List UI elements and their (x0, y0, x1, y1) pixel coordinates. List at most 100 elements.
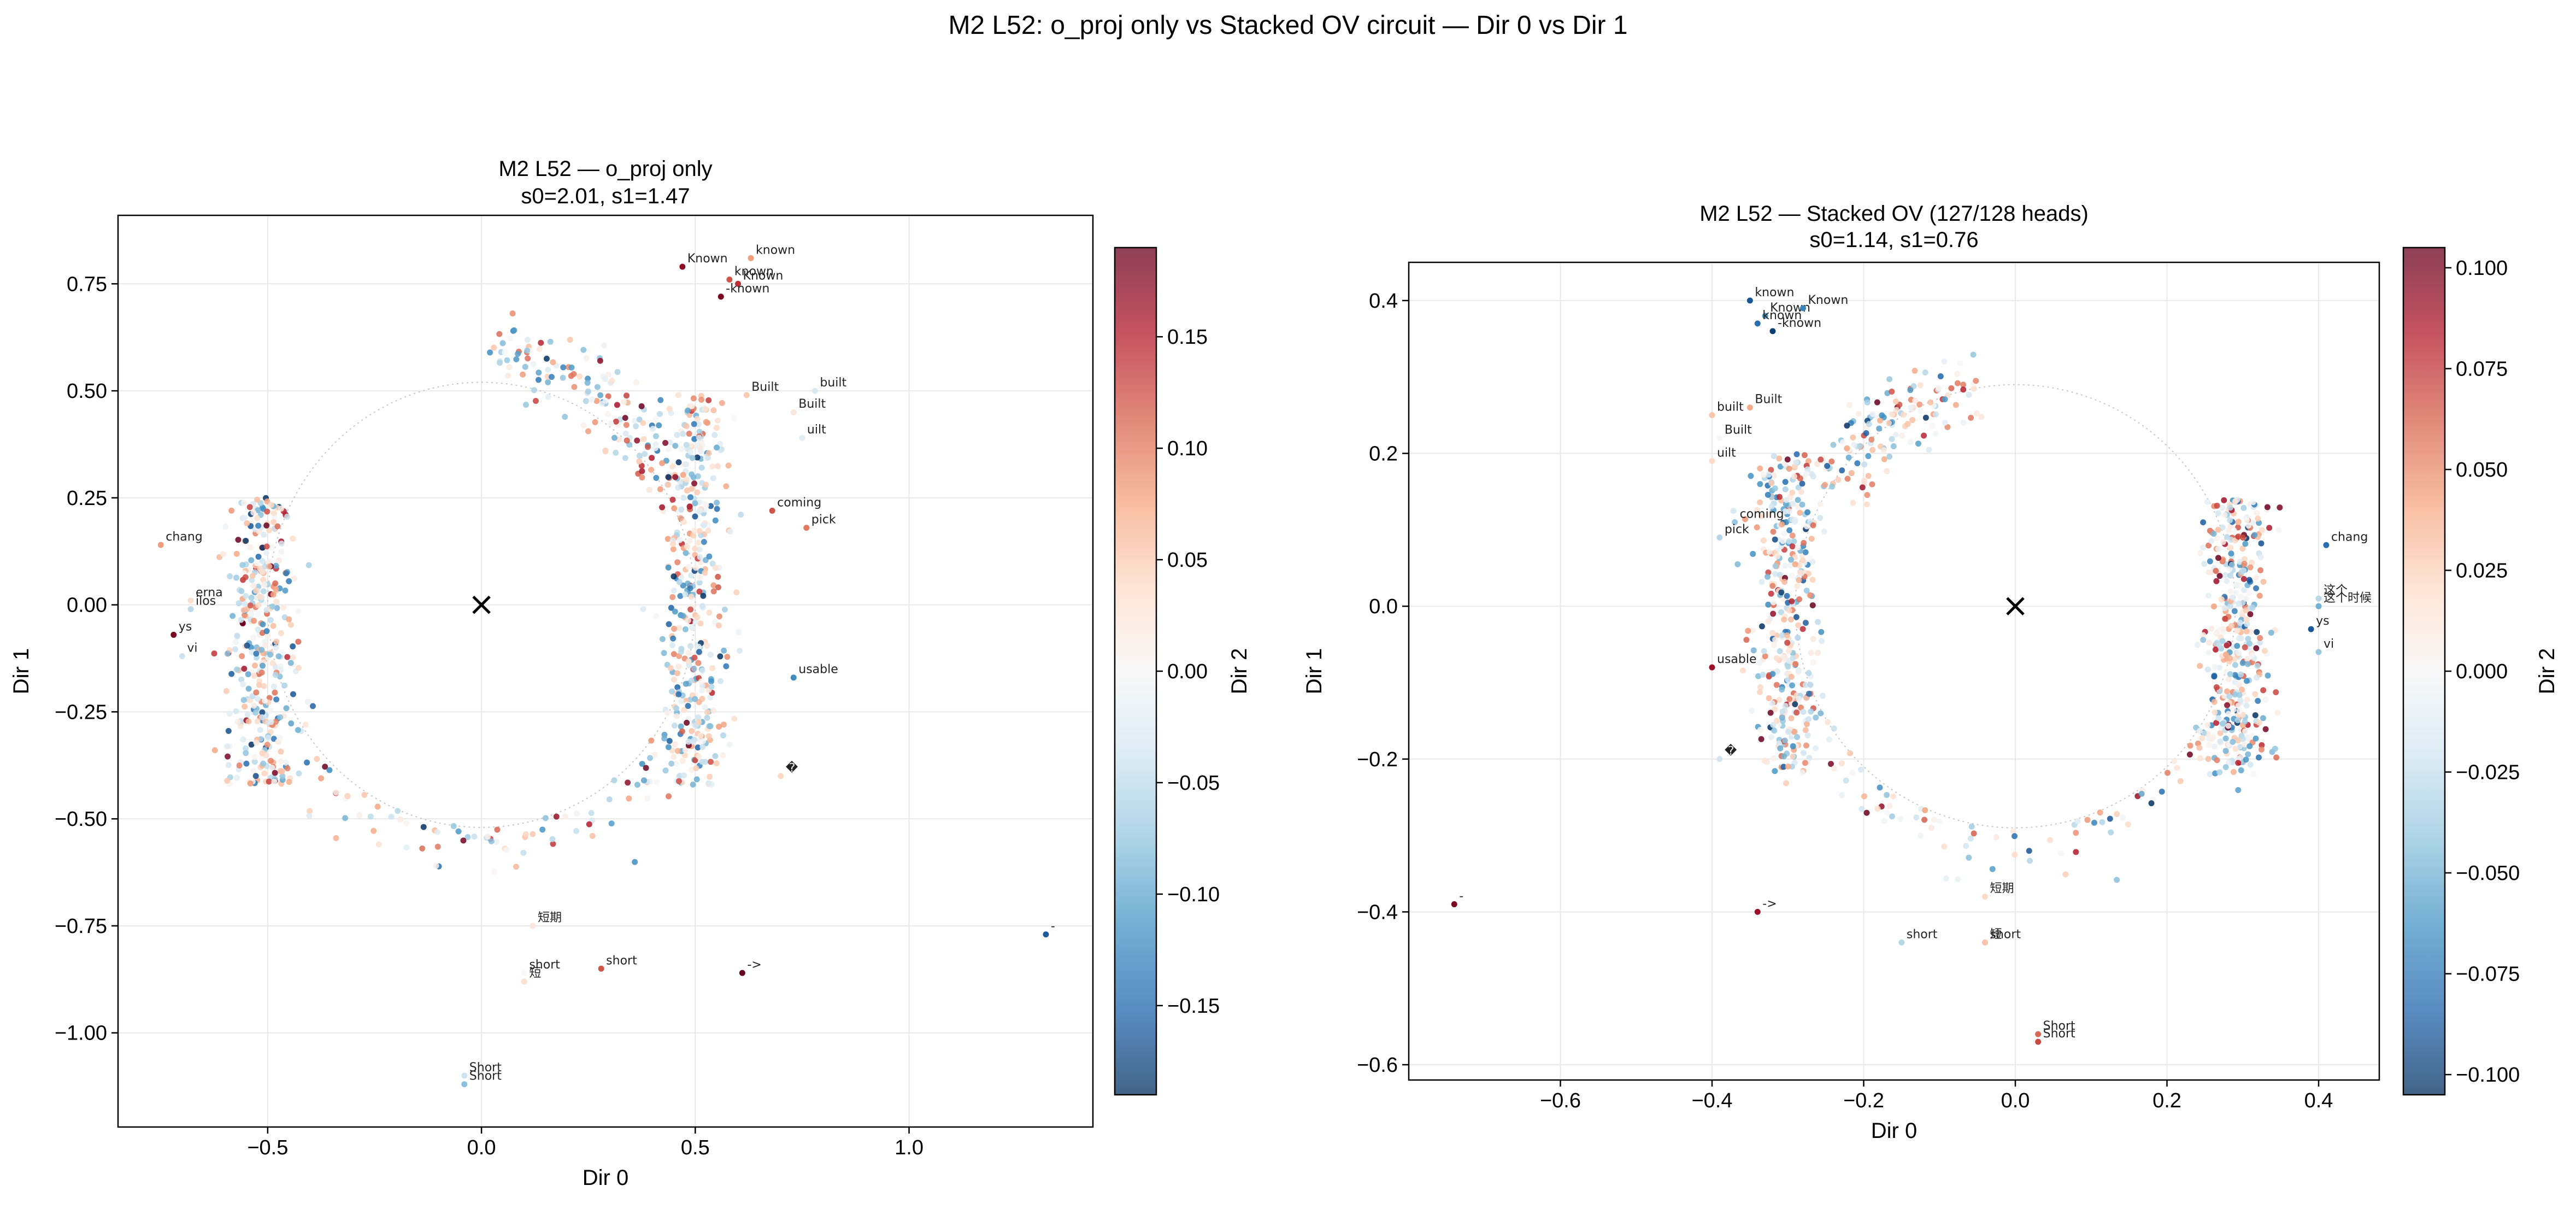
labeled-point (778, 773, 784, 779)
scatter-point (1876, 425, 1883, 432)
scatter-point (2215, 555, 2221, 561)
scatter-point (538, 339, 544, 346)
scatter-point (1770, 721, 1777, 728)
scatter-point (711, 432, 718, 438)
scatter-point (2165, 770, 2171, 776)
scatter-point (1777, 648, 1783, 654)
scatter-point (344, 793, 351, 800)
scatter-point (1739, 667, 1746, 674)
scatter-point (1978, 414, 1985, 420)
point-cloud (211, 310, 744, 876)
scatter-point (2220, 626, 2227, 632)
scatter-point (1819, 692, 1826, 699)
scatter-point (695, 539, 702, 546)
point-label: Built (798, 397, 826, 411)
scatter-point (257, 565, 263, 572)
scatter-point (1970, 351, 1977, 358)
scatter-point (2114, 877, 2120, 883)
colorbar-tick-label: −0.05 (1167, 772, 1220, 795)
scatter-point (2233, 582, 2239, 589)
scatter-point (1802, 620, 1809, 626)
scatter-point (621, 398, 627, 405)
scatter-point (697, 732, 704, 739)
scatter-point (2252, 691, 2259, 697)
scatter-point (493, 838, 499, 845)
scatter-point (677, 537, 683, 543)
scatter-point (662, 767, 669, 774)
scatter-point (270, 623, 277, 629)
scatter-point (605, 393, 611, 400)
scatter-point (2097, 809, 2103, 816)
scatter-point (1954, 371, 1961, 377)
scatter-point (1918, 832, 1924, 839)
scatter-point (1843, 777, 1849, 784)
scatter-point (1771, 472, 1777, 479)
scatter-point (1790, 753, 1796, 760)
scatter-point (648, 737, 655, 744)
scatter-point (670, 541, 677, 547)
scatter-point (714, 500, 720, 506)
point-label: 短 (529, 967, 541, 981)
scatter-point (265, 734, 272, 741)
scatter-point (1828, 458, 1835, 465)
scatter-point (333, 835, 339, 841)
scatter-point (1786, 696, 1793, 702)
scatter-point (1817, 501, 1824, 507)
scatter-point (259, 714, 266, 720)
point-label: vi (2324, 637, 2334, 651)
scatter-point (611, 777, 617, 784)
scatter-point (692, 545, 698, 552)
scatter-point (1757, 465, 1763, 472)
scatter-point (690, 782, 696, 788)
scatter-point (2026, 858, 2033, 864)
scatter-point (736, 629, 742, 636)
scatter-point (694, 614, 701, 620)
scatter-point (1844, 476, 1851, 482)
scatter-point (613, 418, 619, 425)
scatter-point (640, 606, 646, 613)
scatter-point (530, 361, 537, 368)
labeled-point (521, 978, 527, 985)
scatter-point (683, 442, 690, 448)
scatter-point (672, 443, 679, 449)
scatter-point (272, 770, 278, 776)
scatter-point (2220, 538, 2226, 545)
scatter-point (242, 574, 249, 580)
scatter-point (583, 355, 590, 361)
labeled-point (530, 923, 536, 929)
scatter-point (2012, 852, 2018, 858)
point-label: ys (179, 620, 192, 633)
scatter-point (233, 550, 240, 557)
scatter-point (1926, 447, 1932, 453)
scatter-point (1818, 710, 1824, 717)
scatter-point (224, 778, 231, 784)
scatter-point (1857, 443, 1863, 449)
scatter-point (1890, 793, 1896, 800)
scatter-point (304, 759, 310, 766)
scatter-point (291, 576, 298, 582)
scatter-point (1884, 809, 1890, 816)
scatter-point (675, 778, 682, 784)
scatter-point (661, 650, 667, 656)
scatter-point (1786, 538, 1792, 544)
scatter-point (659, 636, 666, 642)
labeled-point (461, 1072, 468, 1079)
scatter-point (2148, 800, 2155, 807)
scatter-point (1792, 519, 1798, 525)
scatter-point (1791, 473, 1797, 480)
scatter-point (2243, 756, 2249, 763)
scatter-point (677, 593, 684, 600)
scatter-point (2010, 828, 2017, 835)
scatter-point (232, 646, 239, 653)
labeled-point (2323, 542, 2330, 548)
scatter-point (669, 642, 675, 649)
scatter-point (2212, 664, 2218, 670)
scatter-point (2243, 596, 2249, 602)
scatter-point (679, 758, 686, 764)
scatter-point (2219, 524, 2226, 531)
scatter-point (1749, 627, 1756, 634)
scatter-point (1782, 703, 1789, 709)
scatter-point (710, 407, 717, 414)
scatter-point (1766, 549, 1773, 555)
